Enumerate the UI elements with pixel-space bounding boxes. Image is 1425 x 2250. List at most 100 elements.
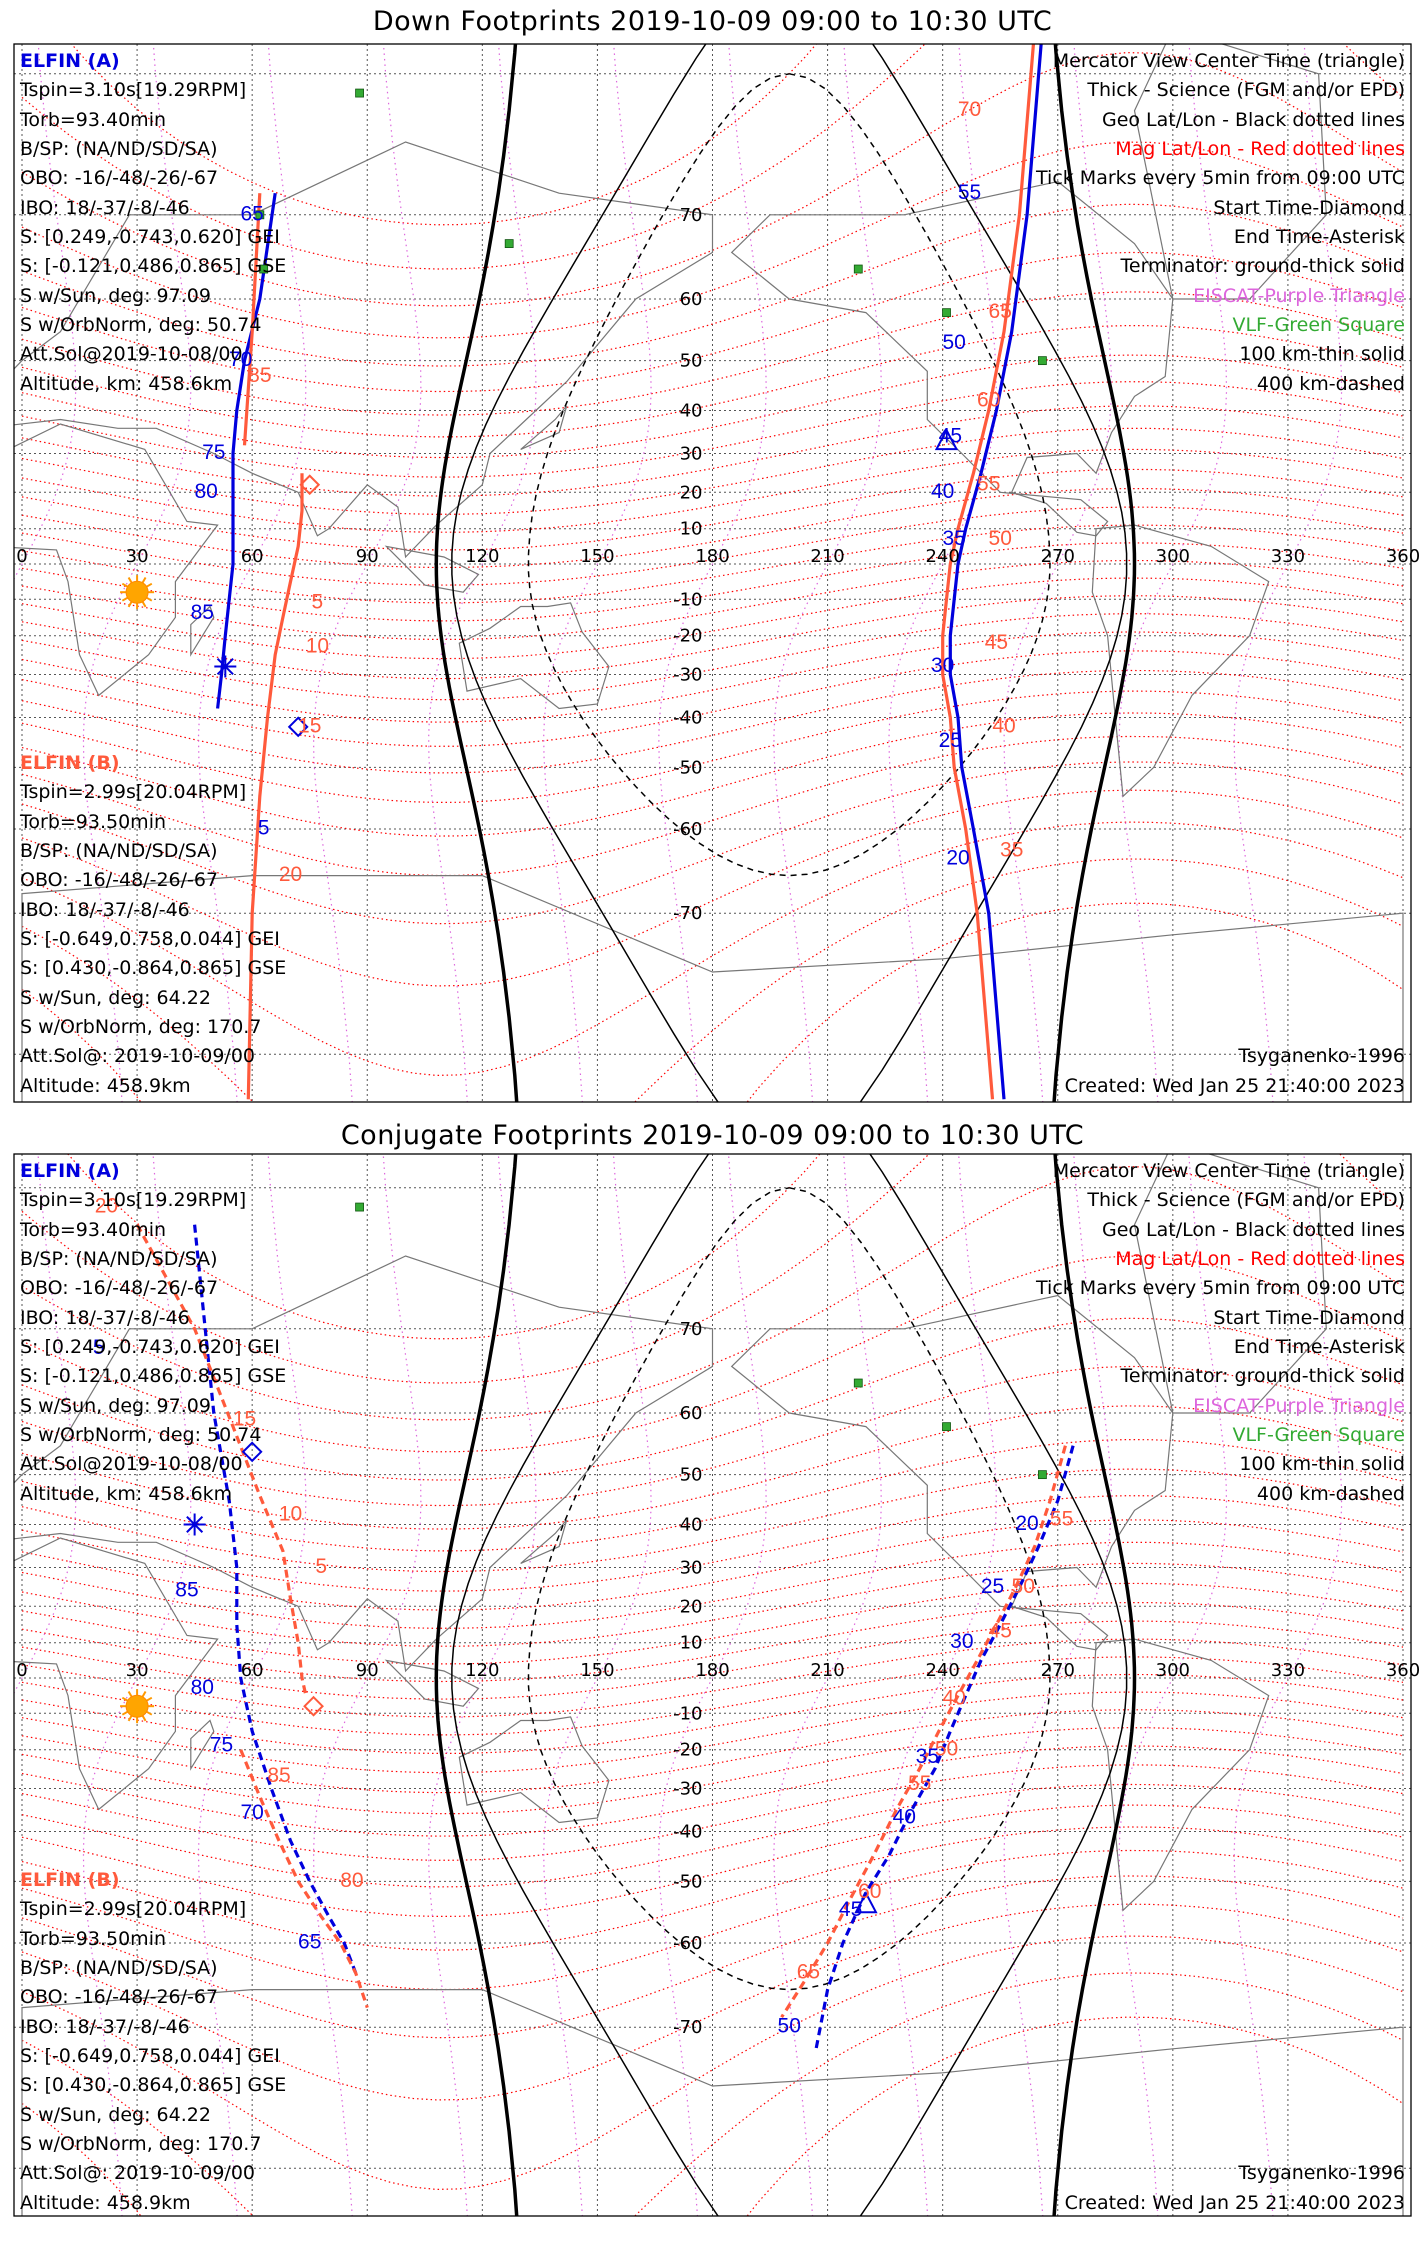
lat-tick-label: -50 [673,1871,702,1892]
legend-line: 100 km-thin solid [1239,1453,1405,1475]
mag-meridian [773,44,882,1102]
lat-tick-label: -40 [673,708,702,729]
terminator-ground [1052,44,1137,1102]
mag-parallel [21,631,1404,723]
mag-parallel [21,1541,1404,1629]
track-tick-label-b: 55 [1050,1507,1073,1530]
lat-tick-label: -10 [673,589,702,610]
track-tick-label-b: 55 [977,472,1000,495]
elfin-a-line: S: [0.249,-0.743,0.620] GEI [20,226,280,248]
elfin-a-line: S: [-0.121,0.486,0.865] GSE [20,1365,287,1387]
terminator-100km [451,1154,1128,2216]
mag-parallel [21,1317,1404,1481]
altitude-label: Altitude: 458.9km [20,1075,191,1097]
elfin-b-line: Att.Sol@: 2019-10-09/00 [20,2162,256,2184]
plot-frame [13,1153,1412,2217]
elfin-b-line: IBO: 18/-37/-8/-46 [20,2016,190,2038]
created-label: Created: Wed Jan 25 21:40:00 2023 [1064,2192,1405,2214]
mag-meridian [197,44,307,1102]
mag-meridian [658,44,767,1102]
elfin-a-line: S: [0.249,-0.743,0.620] GEI [20,1336,280,1358]
lon-tick-label: 240 [925,546,959,567]
lon-tick-label: 210 [810,1660,844,1681]
lat-tick-label: 70 [680,205,703,226]
lat-tick-label: -10 [673,1703,702,1724]
elfin-b-line: B/SP: (NA/ND/SD/SA) [20,1957,218,1979]
coastline [520,1519,568,1564]
legend-line: Terminator: ground-thick solid [1120,255,1406,277]
track-tick-label-a: 80 [194,480,217,503]
lon-tick-label: 330 [1271,546,1305,567]
lon-tick-label: 270 [1041,1660,1075,1681]
end-time-asterisk [183,1513,206,1536]
mag-parallel [21,448,1404,533]
panel-down: Down Footprints 2019-10-09 09:00 to 10:3… [0,0,1425,1114]
track-tick-label-a: 5 [93,1336,105,1359]
track-tick-label-a: 80 [191,1676,214,1699]
sun-icon [120,575,155,610]
elfin-b-label: ELFIN (B) [20,752,120,774]
mag-parallel [21,1804,1404,1918]
legend-line: Mag Lat/Lon - Red dotted lines [1115,138,1405,160]
track-tick-label-b: 85 [267,1764,290,1787]
legend-line: Mag Lat/Lon - Red dotted lines [1115,1248,1405,1270]
track-tick-label-b: 20 [279,863,302,886]
coastline [520,405,568,450]
track-tick-label-b: 45 [985,631,1008,654]
lon-tick-label: 0 [16,1660,27,1681]
track-tick-label-a: 45 [839,1898,862,1921]
lon-tick-label: 180 [695,546,729,567]
vlf-site-marker [259,264,269,274]
lat-tick-label: 60 [680,289,703,310]
coastline [14,1537,219,1811]
mag-meridian [1003,44,1113,1102]
mag-meridian [543,44,652,1102]
coastline [21,1989,1404,2216]
elfin-a-line: OBO: -16/-48/-26/-67 [20,1277,219,1299]
lat-tick-label: 20 [680,482,703,503]
elfin-b-line: Torb=93.50min [20,1928,167,1950]
coastline [730,180,1174,537]
mag-meridian [543,1154,652,2216]
orbit-track-b [242,193,262,446]
lon-tick-label: 90 [356,546,379,567]
terminator-ground [434,1154,519,2216]
elfin-a-line: Att.Sol@2019-10-08/00 [20,1453,243,1475]
elfin-b-line: OBO: -16/-48/-26/-67 [20,1986,219,2008]
mag-parallel [21,1826,1404,1951]
elfin-a-line: S w/OrbNorm, deg: 50.74 [20,314,262,336]
mag-parallel [21,761,1404,925]
elfin-b-line: S: [0.430,-0.864,0.865] GSE [20,957,287,979]
orbit-track-a [216,192,277,709]
lon-tick-label: 300 [1156,546,1190,567]
legend-line: 100 km-thin solid [1239,343,1405,365]
orbit-track-b [239,1749,369,2009]
track-tick-label-b: 50 [935,1737,958,1760]
coastline [14,1255,714,1673]
elfin-a-line: OBO: -16/-48/-26/-67 [20,167,219,189]
mag-parallel [21,405,1404,497]
mag-meridian [1003,1154,1113,2216]
map-conjugate: 2025303540455058580757065555045405055606… [13,1153,1420,2217]
lon-tick-label: 300 [1156,1660,1190,1681]
mag-parallel [21,1875,1404,2039]
lon-tick-label: 120 [465,546,499,567]
lat-tick-label: 50 [680,351,703,372]
lon-tick-label: 0 [16,546,27,567]
legend-line: Tick Marks every 5min from 09:00 UTC [1036,167,1405,189]
coastline [190,605,215,657]
start-time-diamond [303,1695,324,1717]
lat-tick-label: -20 [673,626,702,647]
coastline [458,1716,610,1824]
panel-conjugate: Conjugate Footprints 2019-10-09 09:00 to… [0,1114,1425,2228]
track-tick-label-b: 50 [989,527,1012,550]
mag-parallel [21,821,1404,1077]
elfin-b-line: Torb=93.50min [20,811,167,833]
start-time-diamond [287,716,309,738]
vlf-site-marker [853,264,863,274]
track-tick-label-a: 35 [916,1745,939,1768]
mag-parallel [21,1709,1404,1794]
lat-tick-label: 10 [680,519,703,540]
terminator-ground [434,44,519,1102]
vlf-site-marker [355,88,364,98]
